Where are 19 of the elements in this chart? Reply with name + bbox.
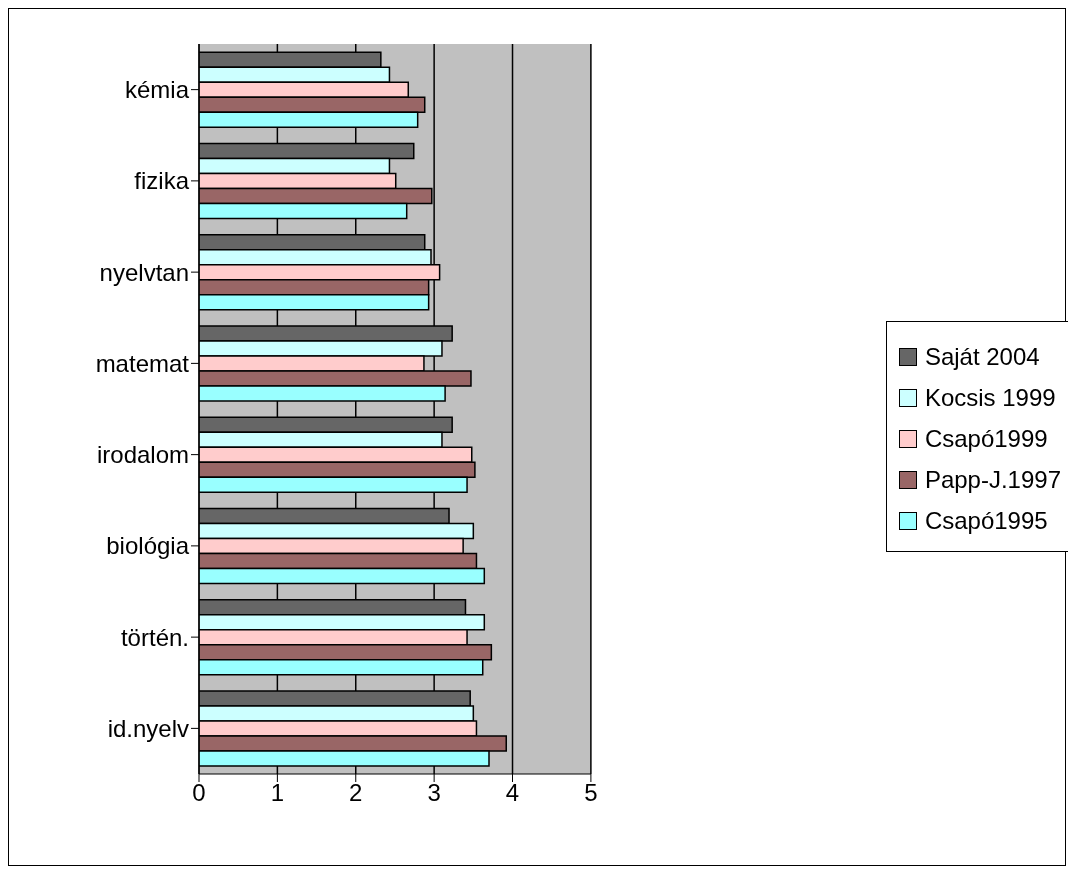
legend-label: Kocsis 1999 <box>924 383 1056 412</box>
y-tick-label: fizika <box>134 167 190 195</box>
y-tick-label: történ. <box>120 623 189 651</box>
y-tick-label: irodalom <box>96 441 189 469</box>
x-tick-label: 0 <box>192 779 206 807</box>
legend-label: Papp-J.1997 <box>924 465 1061 494</box>
y-tick-label: matemat <box>95 349 190 377</box>
x-tick-label: 3 <box>427 779 441 807</box>
x-tick-label: 2 <box>349 779 363 807</box>
legend-label: Saját 2004 <box>924 342 1040 371</box>
y-tick-label: id.nyelv <box>107 714 189 742</box>
x-tick-label: 5 <box>584 779 598 807</box>
y-tick-label: kémia <box>124 76 190 104</box>
legend-label: Csapó1999 <box>924 424 1048 453</box>
legend-label: Csapó1995 <box>924 506 1048 535</box>
x-tick-label: 1 <box>270 779 285 807</box>
y-tick-label: nyelvtan <box>99 258 189 286</box>
y-tick-label: biológia <box>106 532 190 560</box>
x-tick-label: 4 <box>505 779 520 807</box>
